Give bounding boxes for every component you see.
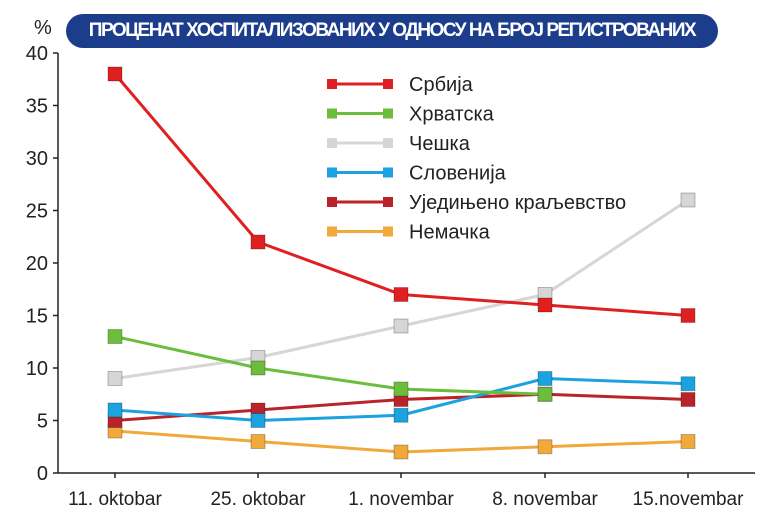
y-tick-label: 25 — [26, 201, 48, 223]
y-axis-unit: % — [34, 17, 52, 39]
y-tick-label: 20 — [26, 253, 48, 275]
legend-swatch-marker — [383, 138, 393, 148]
legend-swatch-marker — [327, 79, 337, 89]
y-tick-label: 35 — [26, 96, 48, 118]
series-line — [114, 335, 546, 396]
data-point — [680, 392, 696, 407]
legend-label: Уједињено краљевство — [409, 192, 626, 214]
series-lines — [107, 66, 696, 460]
legend-swatch-marker — [327, 197, 337, 207]
data-point — [537, 439, 553, 455]
x-tick-label: 11. oktobar — [68, 489, 162, 510]
legend-item: Србија — [327, 74, 474, 96]
data-point — [680, 434, 696, 449]
data-point — [680, 376, 696, 392]
data-point — [107, 371, 123, 386]
x-tick-label: 8. novembar — [492, 489, 598, 510]
legend-swatch-marker — [383, 108, 393, 119]
chart-title: ПРОЦЕНАТ ХОСПИТАЛИЗОВАНИХ У ОДНОСУ НА БР… — [66, 14, 718, 48]
legend-label: Словенија — [409, 163, 507, 185]
legend-swatch-marker — [383, 167, 393, 178]
data-point — [537, 371, 553, 386]
data-point — [107, 66, 123, 82]
y-tick-label: 0 — [37, 463, 48, 485]
legend-swatch-marker — [327, 226, 337, 237]
legend-swatch-marker — [383, 197, 393, 207]
y-tick-label: 40 — [26, 43, 48, 65]
y-tick-label: 30 — [26, 148, 48, 170]
legend-item: Хрватска — [327, 104, 495, 126]
legend: Србија Хрватска Чешка Словенија Уједињено кр… — [327, 74, 626, 244]
data-point — [680, 192, 696, 208]
series-Немачка — [107, 423, 696, 460]
data-point — [393, 407, 409, 423]
data-point — [680, 308, 696, 323]
data-point — [393, 444, 409, 460]
data-point — [250, 434, 266, 449]
data-point — [537, 297, 553, 313]
y-tick-label: 5 — [37, 411, 48, 433]
y-tick-label: 10 — [26, 358, 48, 380]
data-point — [537, 386, 553, 402]
series-Хрватска — [107, 329, 553, 402]
y-tick-label: 15 — [26, 306, 48, 328]
legend-item: Немачка — [327, 222, 491, 244]
data-point — [393, 381, 409, 397]
legend-label: Хрватска — [409, 104, 495, 126]
legend-label: Чешка — [409, 133, 471, 155]
x-tick-label: 15.novembar — [633, 489, 745, 510]
series-Словенија — [107, 371, 696, 428]
series-Србија — [107, 66, 696, 323]
data-point — [393, 287, 409, 302]
data-point — [393, 318, 409, 334]
legend-swatch-marker — [383, 226, 393, 237]
data-point — [250, 413, 266, 428]
legend-swatch-marker — [383, 79, 393, 89]
data-point — [107, 402, 123, 418]
legend-swatch-marker — [327, 108, 337, 119]
legend-item: Словенија — [327, 163, 507, 185]
legend-swatch-marker — [327, 138, 337, 148]
legend-label: Немачка — [409, 222, 491, 244]
y-ticks: 0 5 10 15 20 25 30 35 40 — [26, 43, 58, 485]
legend-item: Чешка — [327, 133, 471, 155]
series-Чешка — [107, 192, 696, 386]
data-point — [250, 360, 266, 376]
legend-item: Уједињено краљевство — [327, 192, 626, 214]
legend-swatch-marker — [327, 167, 337, 178]
legend-label: Србија — [409, 74, 474, 96]
data-point — [107, 329, 123, 344]
x-ticks: 11. oktobar 25. oktobar 1. novembar 8. nove… — [68, 473, 744, 510]
x-tick-label: 1. novembar — [348, 489, 454, 510]
data-point — [250, 234, 266, 250]
x-tick-label: 25. oktobar — [210, 489, 306, 510]
